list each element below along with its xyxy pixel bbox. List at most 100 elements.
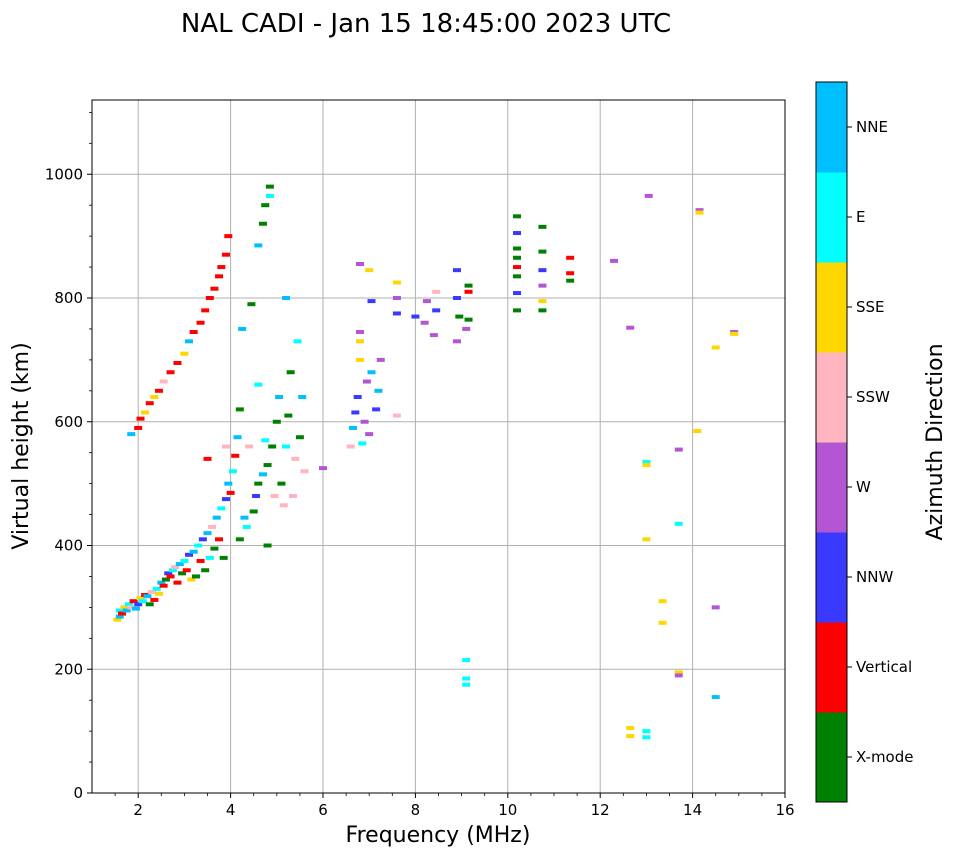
data-point: [462, 326, 471, 331]
data-point: [217, 265, 226, 270]
data-point: [642, 729, 651, 734]
data-point: [610, 258, 619, 263]
data-point: [420, 320, 429, 325]
data-point: [173, 360, 182, 365]
data-point: [261, 203, 270, 208]
data-point: [538, 268, 547, 273]
data-point: [464, 289, 473, 294]
data-point: [270, 494, 279, 498]
data-point: [730, 331, 739, 336]
data-point: [120, 605, 129, 610]
data-point: [242, 524, 251, 529]
data-point: [131, 606, 140, 611]
data-point: [122, 608, 131, 613]
data-point: [291, 456, 300, 461]
plot-frame: [91, 99, 786, 794]
data-point: [134, 602, 143, 607]
data-point: [141, 410, 150, 415]
colorbar: X-mode Vertical NNW W SSW SSE E NNE: [815, 81, 913, 803]
colorbar-label: W: [856, 478, 871, 496]
data-point: [152, 586, 161, 591]
data-point: [711, 345, 720, 350]
y-tick-label: 600: [54, 413, 83, 431]
data-point: [252, 494, 261, 498]
data-point: [249, 509, 258, 514]
data-point: [538, 299, 547, 304]
data-point: [203, 531, 212, 536]
data-point: [462, 676, 471, 681]
data-point: [566, 255, 575, 260]
x-tick-label: 12: [591, 801, 610, 819]
data-point: [224, 481, 233, 486]
data-point: [355, 357, 364, 362]
data-point: [166, 370, 175, 375]
data-point: [194, 543, 203, 548]
data-point: [198, 537, 207, 542]
data-point: [145, 401, 154, 406]
data-point: [295, 435, 304, 440]
data-point: [196, 320, 205, 325]
colorbar-title: Azimuth Direction: [923, 343, 948, 540]
data-point: [150, 597, 159, 602]
x-tick-label: 2: [133, 801, 143, 819]
data-point: [566, 271, 575, 276]
data-point: [538, 224, 547, 229]
data-point: [282, 296, 291, 300]
data-point: [265, 184, 274, 189]
data-point: [210, 546, 219, 551]
data-point: [374, 388, 383, 393]
data-point: [513, 214, 522, 219]
data-point: [168, 568, 177, 573]
data-point: [185, 552, 194, 557]
data-point: [185, 339, 194, 344]
data-point: [392, 296, 401, 300]
data-point: [272, 419, 281, 424]
colorbar-swatch: [816, 442, 847, 533]
colorbar-label: SSE: [856, 298, 885, 316]
data-point: [154, 591, 163, 596]
colorbar-swatch: [816, 82, 847, 173]
data-point: [201, 308, 210, 313]
data-point: [127, 432, 136, 437]
data-point: [217, 506, 226, 511]
data-point: [566, 278, 575, 283]
data-point: [221, 444, 230, 449]
data-point: [674, 673, 683, 678]
data-point: [695, 210, 704, 215]
data-point: [300, 469, 309, 474]
data-point: [462, 682, 471, 687]
y-axis-label: Virtual height (km): [9, 342, 34, 549]
data-point: [538, 249, 547, 254]
data-point: [286, 370, 295, 375]
data-point: [355, 261, 364, 266]
data-point: [513, 231, 522, 236]
chart-title: NAL CADI - Jan 15 18:45:00 2023 UTC: [181, 9, 671, 39]
data-point: [644, 193, 653, 198]
data-point: [464, 283, 473, 288]
data-point: [282, 444, 291, 449]
data-point: [513, 291, 522, 296]
x-tick-label: 14: [683, 801, 702, 819]
data-point: [422, 299, 431, 304]
data-point: [171, 565, 180, 570]
data-point: [164, 571, 173, 576]
data-point: [674, 521, 683, 526]
data-point: [245, 444, 254, 449]
data-point: [372, 407, 381, 412]
data-point: [154, 388, 163, 393]
data-point: [288, 494, 297, 498]
data-point: [205, 296, 214, 300]
data-point: [362, 379, 371, 384]
colorbar-swatch: [816, 532, 847, 623]
data-point: [138, 599, 147, 604]
data-point: [166, 574, 175, 579]
x-tick-label: 10: [498, 801, 517, 819]
data-point: [642, 463, 651, 468]
data-point: [429, 333, 438, 338]
colorbar-label: SSW: [856, 388, 890, 406]
data-point: [365, 268, 374, 273]
data-point: [358, 441, 367, 446]
colorbar-label: Vertical: [856, 658, 912, 676]
data-point: [626, 726, 635, 731]
data-point: [355, 330, 364, 335]
